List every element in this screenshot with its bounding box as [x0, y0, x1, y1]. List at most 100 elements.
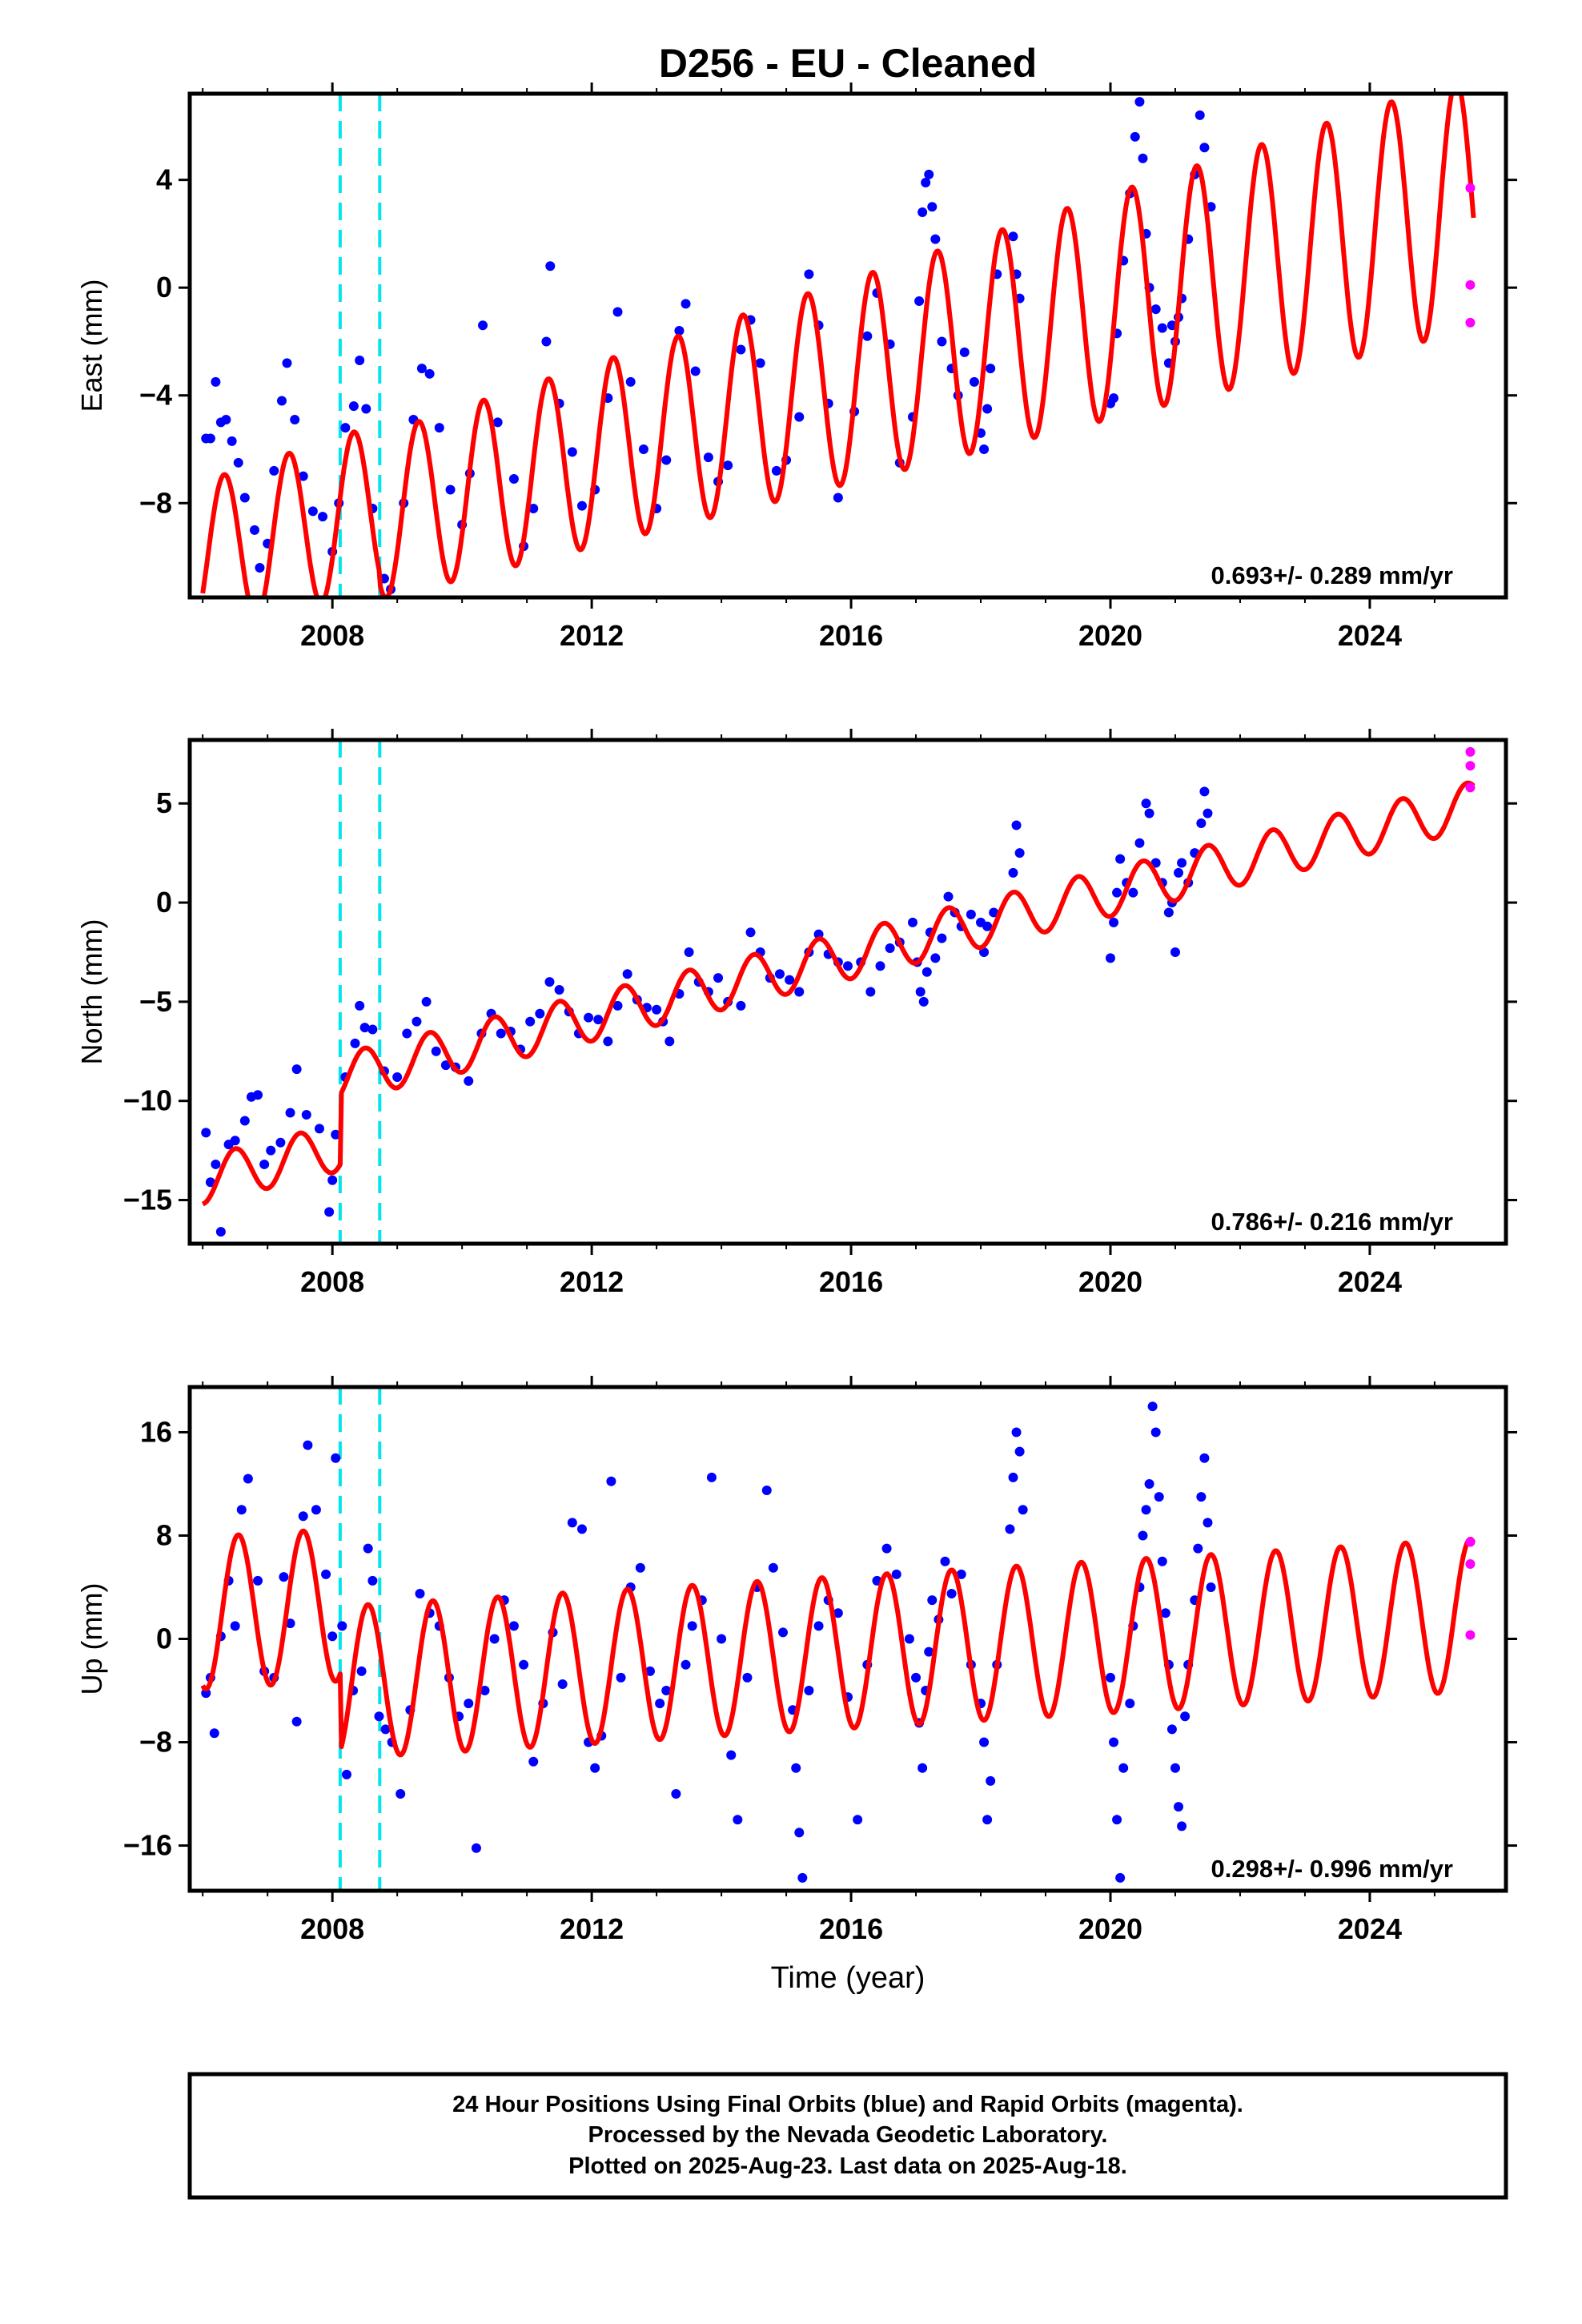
final-orbit-point	[885, 943, 895, 954]
final-orbit-point	[891, 1569, 901, 1579]
chart-title: D256 - EU - Cleaned	[659, 41, 1037, 86]
final-orbit-point	[227, 436, 237, 446]
final-orbit-point	[875, 961, 885, 971]
final-orbit-point	[986, 1775, 996, 1786]
final-orbit-point	[276, 396, 287, 406]
final-orbit-point	[415, 1589, 425, 1599]
final-orbit-point	[1174, 867, 1184, 878]
final-orbit-point	[736, 344, 746, 355]
final-orbit-point	[713, 973, 724, 983]
y-tick-label: 0	[156, 886, 172, 919]
final-orbit-point	[1199, 1453, 1210, 1463]
final-orbit-point	[412, 1016, 422, 1027]
final-orbit-point	[233, 457, 243, 468]
final-orbit-point	[1008, 867, 1018, 878]
final-orbit-point	[917, 1763, 928, 1773]
final-orbit-point	[541, 336, 552, 347]
final-orbit-point	[249, 525, 259, 535]
final-orbit-point	[431, 1046, 441, 1056]
final-orbit-point	[979, 1737, 990, 1747]
final-orbit-point	[930, 234, 941, 244]
x-tick-label: 2024	[1338, 619, 1402, 652]
final-orbit-point	[616, 1672, 626, 1683]
final-orbit-point	[380, 1724, 391, 1735]
final-orbit-point	[1174, 1802, 1184, 1812]
final-orbit-point	[986, 364, 996, 374]
final-orbit-point	[440, 1060, 451, 1071]
final-orbit-point	[989, 907, 999, 918]
final-orbit-point	[215, 1227, 226, 1237]
footer-line-1: 24 Hour Positions Using Final Orbits (bl…	[452, 2092, 1243, 2117]
final-orbit-point	[924, 1647, 934, 1657]
final-orbit-point	[853, 1815, 863, 1825]
final-orbit-point	[736, 1000, 746, 1011]
final-orbit-point	[253, 1575, 263, 1586]
footer-box: 24 Hour Positions Using Final Orbits (bl…	[187, 2072, 1508, 2200]
x-tick-label: 2024	[1338, 1265, 1402, 1298]
x-axis-label: Time (year)	[771, 1961, 926, 1995]
rapid-orbit-point	[1465, 1558, 1476, 1569]
final-orbit-point	[1150, 858, 1161, 868]
final-orbit-point	[471, 1843, 481, 1853]
final-orbit-point	[492, 417, 503, 428]
final-orbit-point	[1199, 143, 1210, 153]
final-orbit-point	[917, 207, 928, 217]
final-orbit-point	[921, 178, 931, 187]
final-orbit-point	[794, 412, 805, 422]
final-orbit-point	[535, 1008, 545, 1019]
final-orbit-point	[567, 447, 577, 457]
x-tick-label: 2016	[819, 619, 883, 652]
final-orbit-point	[434, 423, 444, 433]
final-orbit-point	[1138, 1530, 1148, 1541]
final-orbit-point	[290, 415, 300, 424]
final-orbit-point	[496, 1028, 506, 1039]
final-orbit-point	[1157, 323, 1167, 333]
final-orbit-point	[1196, 1492, 1207, 1502]
final-orbit-point	[1157, 1556, 1167, 1566]
final-orbit-point	[324, 1207, 335, 1217]
final-orbit-point	[1134, 838, 1145, 848]
final-orbit-point	[1141, 798, 1151, 809]
final-orbit-point	[576, 1524, 587, 1534]
rate-label: 0.298+/- 0.996 mm/yr	[1211, 1855, 1453, 1883]
final-orbit-point	[726, 1750, 737, 1760]
final-orbit-point	[1177, 1821, 1187, 1831]
final-orbit-point	[969, 376, 979, 387]
final-orbit-point	[253, 1090, 263, 1100]
panel-north: 2008 2012 2016 2020 2024 5 0 −5 −10 −15 North (mm)…	[75, 729, 1517, 1298]
final-orbit-point	[464, 1699, 474, 1709]
final-orbit-point	[230, 1621, 240, 1631]
final-orbit-point	[706, 1472, 717, 1482]
final-orbit-point	[717, 1634, 727, 1644]
final-orbit-point	[1115, 1872, 1126, 1883]
rate-label: 0.693+/- 0.289 mm/yr	[1211, 561, 1453, 589]
final-orbit-point	[733, 1815, 743, 1825]
model-curve	[201, 780, 1476, 1207]
final-orbit-point	[1105, 953, 1115, 963]
final-orbit-point	[674, 326, 685, 336]
x-tick-label: 2024	[1338, 1912, 1402, 1945]
final-orbit-point	[318, 512, 328, 522]
final-orbit-point	[243, 1474, 253, 1484]
final-orbit-point	[525, 1016, 536, 1027]
y-tick-label: −15	[123, 1184, 172, 1216]
final-orbit-point	[275, 1137, 286, 1148]
x-tick-label: 2020	[1078, 1265, 1142, 1298]
final-orbit-point	[681, 1659, 691, 1670]
final-orbit-point	[930, 953, 941, 963]
final-orbit-point	[209, 1728, 219, 1739]
final-orbit-point	[282, 358, 292, 368]
final-orbit-point	[862, 331, 873, 341]
final-orbit-point	[528, 1756, 539, 1767]
final-orbit-point	[1203, 1518, 1213, 1528]
final-orbit-point	[1112, 1815, 1122, 1825]
final-orbit-point	[1112, 887, 1122, 898]
final-orbit-point	[1109, 1737, 1119, 1747]
final-orbit-point	[576, 501, 587, 511]
y-tick-label: −8	[139, 486, 172, 519]
final-orbit-point	[402, 1028, 412, 1039]
final-orbit-point	[1195, 110, 1205, 120]
y-tick-label: −4	[139, 379, 172, 412]
final-orbit-point	[918, 996, 929, 1007]
